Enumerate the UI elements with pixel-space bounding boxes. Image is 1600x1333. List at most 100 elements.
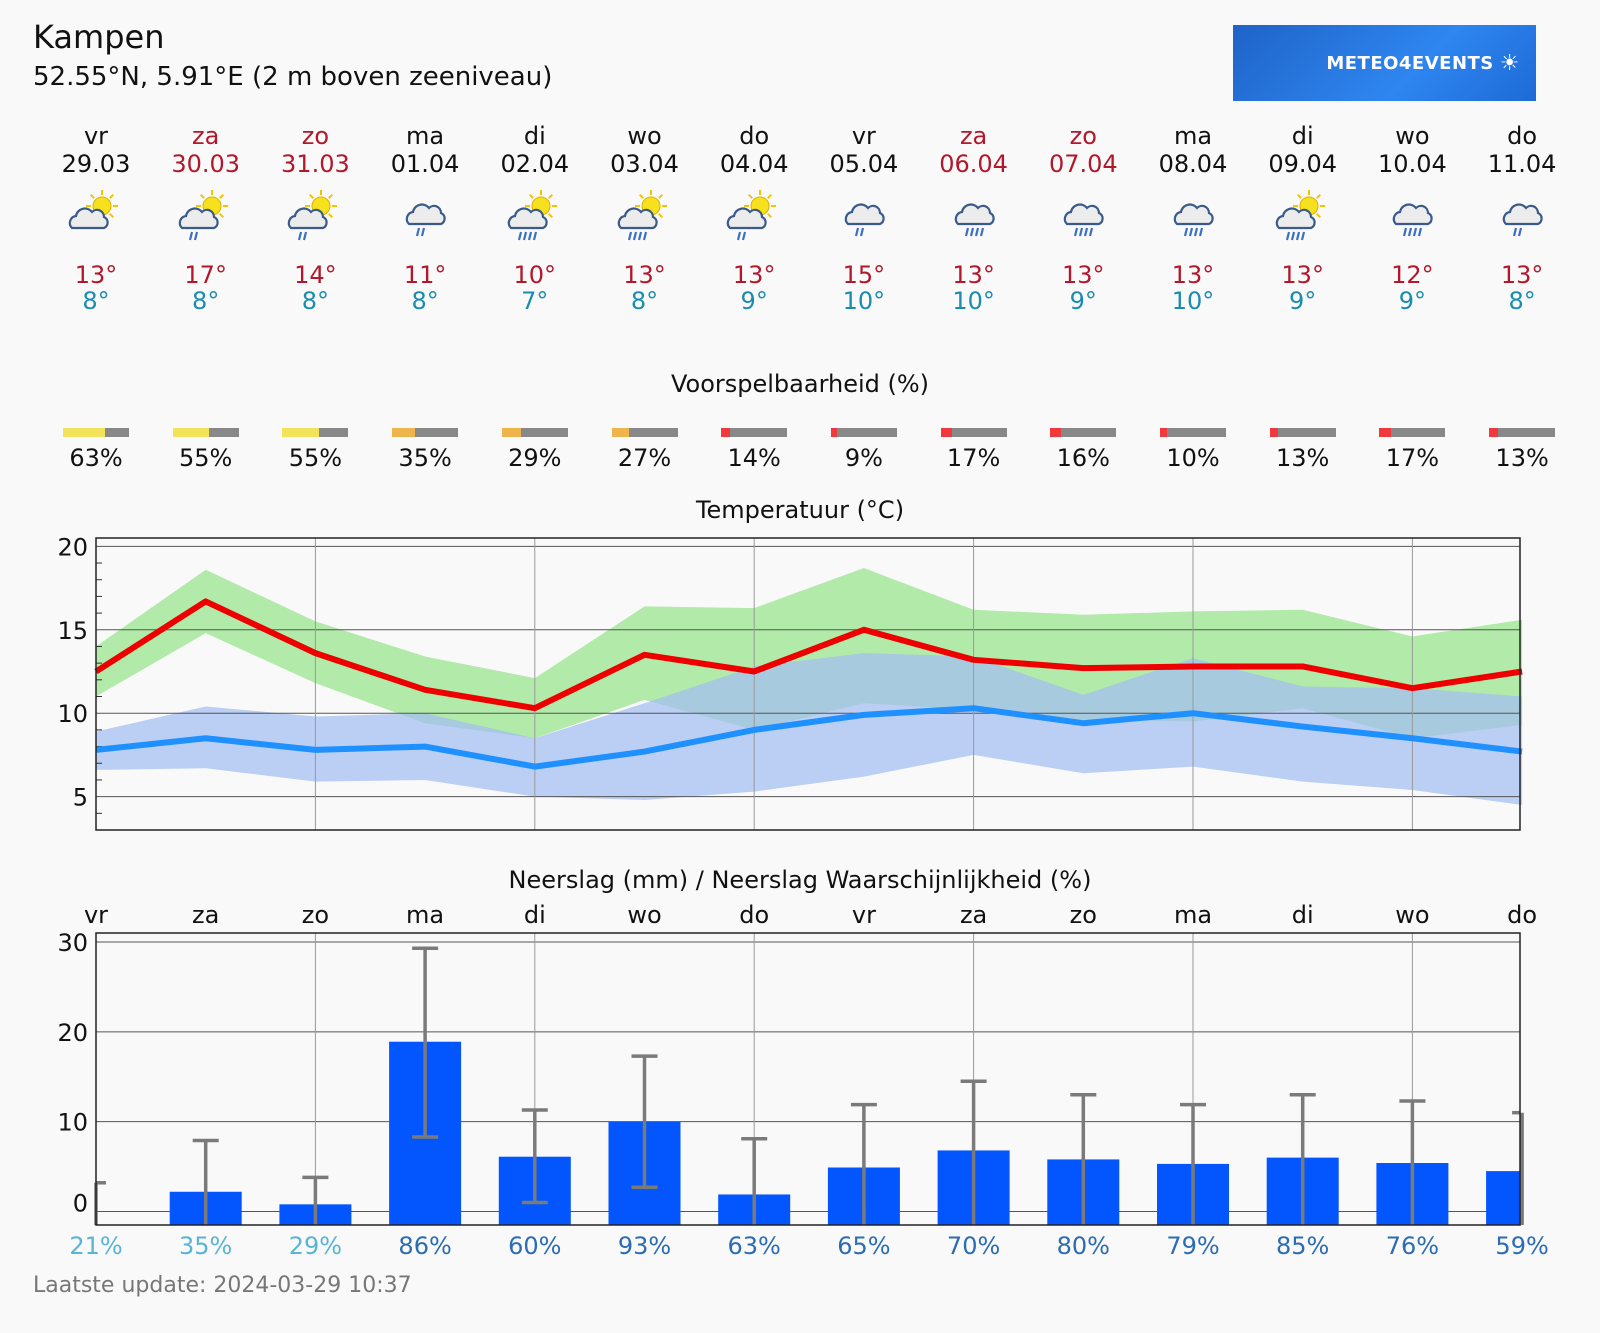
day-label: wo [627, 901, 661, 929]
precipitation-probability: 86% [398, 1232, 452, 1260]
location-coordinates: 52.55°N, 5.91°E (2 m boven zeeniveau) [33, 62, 553, 92]
predictability-value: 29% [508, 444, 562, 472]
predictability-value: 27% [617, 444, 672, 472]
max-temperature: 17° [184, 261, 227, 289]
predictability-value: 55% [179, 444, 233, 472]
max-temperature: 13° [1171, 261, 1215, 289]
day-date: 04.04 [719, 150, 789, 178]
day-name: ma [1173, 122, 1213, 150]
day-name: wo [1395, 122, 1430, 150]
predictability-fill [611, 428, 630, 437]
y-tick-label: 15 [57, 617, 88, 645]
predictability-fill [392, 428, 416, 437]
predictability-value: 13% [1276, 444, 1330, 472]
day-label: do [1507, 901, 1537, 929]
day-column: za 06.04 13° 10° [914, 122, 1034, 314]
predictability-value: 13% [1495, 444, 1549, 472]
day-date: 29.03 [61, 150, 131, 178]
y-tick-label: 10 [57, 700, 88, 728]
day-date: 31.03 [281, 150, 350, 178]
predictability-bar [172, 428, 239, 437]
predictability-row: 63% 55% 55% 35% 29% 27% 14% 9% 17% 16% 10% 13% 17% 13… [0, 420, 1600, 472]
predictability-title: Voorspelbaarheid (%) [670, 370, 930, 398]
day-name: vr [851, 122, 876, 150]
sun-cloud-heavy-rain-icon [475, 190, 595, 252]
last-update-text: Laatste update: 2024-03-29 10:37 [33, 1273, 412, 1298]
day-column: do 04.04 13° 9° [694, 122, 814, 314]
cloud-heavy-rain-icon [1352, 190, 1472, 252]
sun-cloud-rain-icon [694, 190, 814, 252]
day-name: vr [83, 122, 109, 150]
sun-cloud-heavy-rain-icon [585, 190, 705, 252]
day-date: 30.03 [171, 150, 241, 178]
day-label: ma [1174, 901, 1212, 929]
day-column: wo 03.04 13° 8° [585, 122, 705, 314]
predictability-bar [830, 428, 897, 437]
predictability-bar [721, 428, 788, 437]
precipitation-probability: 76% [1385, 1232, 1440, 1260]
precipitation-probability: 63% [727, 1232, 781, 1260]
day-name: za [959, 122, 988, 150]
day-name: di [523, 122, 546, 150]
temperature-chart: 5 10 15 20 [57, 533, 1523, 831]
day-column: za 30.03 17° 8° [146, 122, 266, 314]
day-name: ma [406, 122, 445, 150]
max-temperature: 12° [1391, 261, 1434, 289]
max-temperature: 11° [403, 261, 447, 289]
max-temperature: 13° [732, 261, 776, 289]
day-date: 02.04 [500, 150, 570, 178]
cloud-rain-icon [1462, 190, 1582, 252]
sun-cloud-rain-icon [255, 190, 375, 252]
min-temperature: 9° [1069, 287, 1097, 315]
predictability-value: 16% [1056, 444, 1110, 472]
day-column: ma 01.04 11° 8° [365, 122, 485, 314]
sun-cloud-heavy-rain-icon [1243, 190, 1363, 252]
cloud-heavy-rain-icon [914, 190, 1034, 252]
day-date: 10.04 [1378, 150, 1447, 178]
cloud-rain-icon [365, 190, 485, 252]
predictability-fill [721, 428, 731, 437]
day-label: zo [1070, 901, 1097, 929]
day-label: do [739, 901, 769, 929]
day-label: ma [406, 901, 444, 929]
day-column: zo 31.03 14° 8° [255, 122, 375, 314]
precipitation-probability: 59% [1495, 1232, 1549, 1260]
predictability-value: 9% [844, 444, 883, 472]
day-name: zo [301, 122, 330, 150]
day-name: wo [627, 122, 662, 150]
min-temperature: 10° [1171, 287, 1215, 315]
precipitation-chart: vr za zo ma di wo do vr za zo ma di wo do 0 10 20 30 [57, 901, 1537, 1226]
day-name: do [1507, 122, 1538, 150]
daily-forecast-row: vr 29.03 13° 8° za 30.03 17° 8° zo 31.03 14° 8° ma 01… [0, 122, 1600, 362]
logo-text: METEO4EVENTS [1326, 52, 1494, 74]
day-label: za [192, 901, 219, 929]
y-tick-label: 0 [73, 1190, 88, 1218]
precipitation-probability: 21% [69, 1232, 123, 1260]
day-column: wo 10.04 12° 9° [1352, 122, 1472, 314]
day-column: ma 08.04 13° 10° [1133, 122, 1253, 314]
sun-cloud-icon [36, 190, 156, 252]
day-date: 07.04 [1048, 150, 1118, 178]
min-temperature: 8° [82, 287, 110, 315]
y-tick-label: 5 [73, 784, 88, 812]
max-temperature: 13° [1500, 261, 1544, 289]
predictability-fill [830, 428, 837, 437]
predictability-fill [63, 428, 105, 437]
day-column: di 02.04 10° 7° [475, 122, 595, 314]
day-label: vr [84, 901, 108, 929]
predictability-fill [172, 428, 209, 437]
min-temperature: 8° [1508, 287, 1536, 315]
predictability-fill [1160, 428, 1167, 437]
precipitation-probability: 29% [288, 1232, 343, 1260]
plot-frame [95, 932, 1521, 1226]
day-column: di 09.04 13° 9° [1243, 122, 1363, 314]
day-column: vr 05.04 15° 10° [804, 122, 924, 314]
day-name: di [1291, 122, 1314, 150]
day-date: 06.04 [939, 150, 1008, 178]
day-name: do [739, 122, 770, 150]
predictability-value: 17% [946, 444, 1001, 472]
precipitation-probability: 79% [1166, 1232, 1220, 1260]
precipitation-probability: 70% [946, 1232, 1001, 1260]
min-temperature: 9° [1398, 287, 1427, 315]
sun-icon: ☀ [1499, 50, 1520, 76]
